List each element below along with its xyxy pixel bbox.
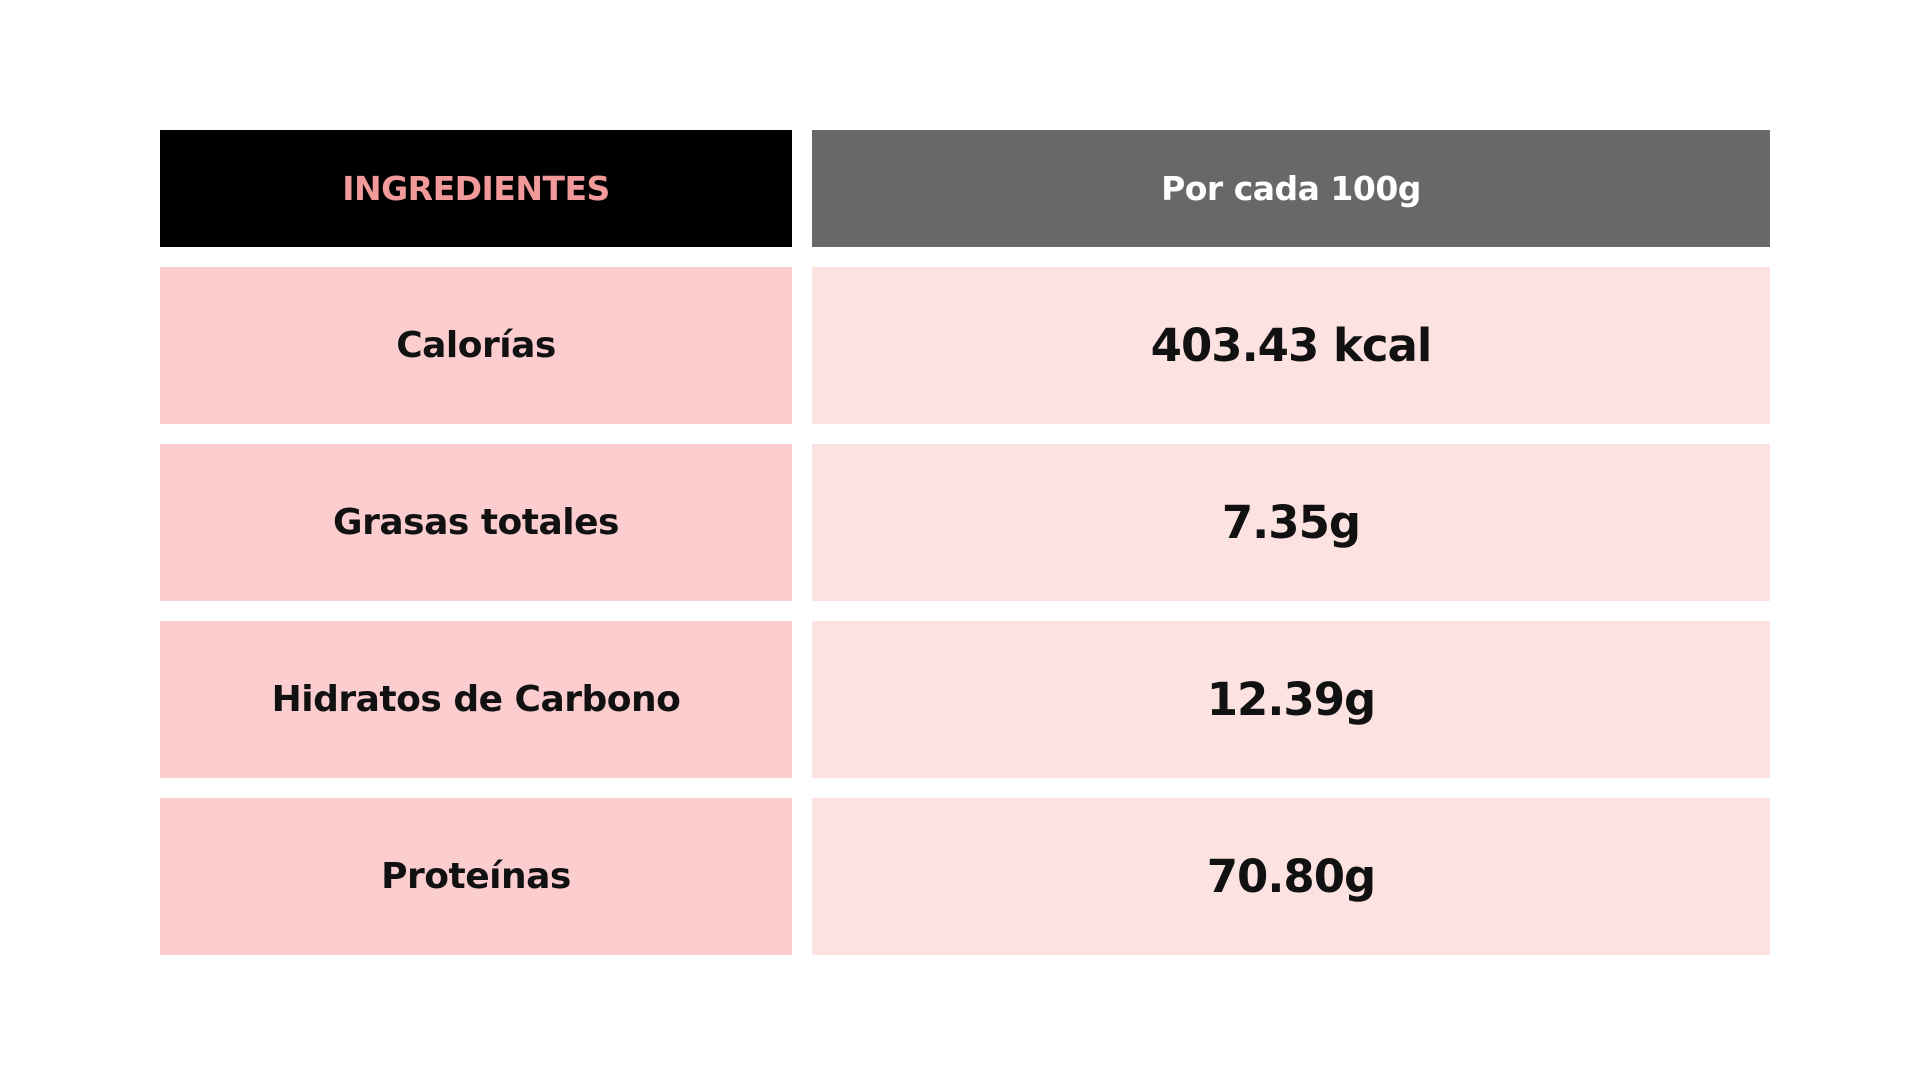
row-value-calories: 403.43 kcal <box>812 267 1770 424</box>
row-value-proteins: 70.80g <box>812 798 1770 955</box>
header-ingredients: INGREDIENTES <box>160 130 792 247</box>
header-per-100g: Por cada 100g <box>812 130 1770 247</box>
nutrition-table: INGREDIENTES Por cada 100g Calorías 403.… <box>160 130 1770 955</box>
row-label-calories: Calorías <box>160 267 792 424</box>
row-label-proteins: Proteínas <box>160 798 792 955</box>
row-value-total-fat: 7.35g <box>812 444 1770 601</box>
row-label-carbohydrates: Hidratos de Carbono <box>160 621 792 778</box>
row-label-total-fat: Grasas totales <box>160 444 792 601</box>
row-value-carbohydrates: 12.39g <box>812 621 1770 778</box>
